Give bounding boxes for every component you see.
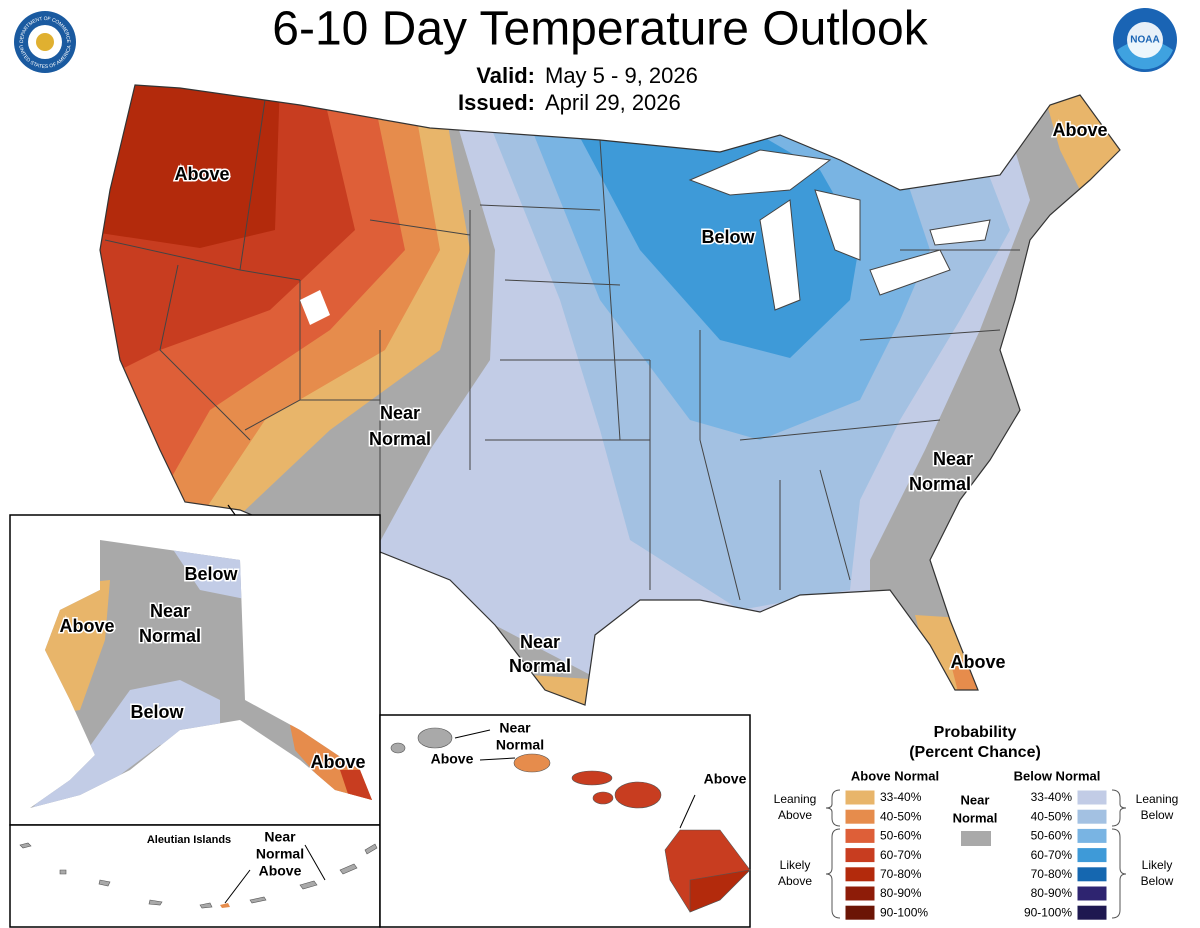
above-swatch [844,827,876,844]
below-range: 33-40% [1031,790,1073,804]
map-label: Above [59,616,114,636]
aleutian-inset [9,824,381,928]
island [571,770,613,786]
below-swatch [1076,847,1108,864]
map-label: Normal [909,474,971,494]
below-south [30,680,220,808]
above-range: 33-40% [880,790,922,804]
map-label: Near [150,601,190,621]
below-swatch [1076,789,1108,806]
bracket-label: Likely [780,858,811,872]
legend-title: (Percent Chance) [909,744,1041,761]
above-swatch [844,808,876,825]
valid-date: May 5 - 9, 2026 [545,63,698,88]
above-range: 40-50% [880,809,922,823]
map-label: Normal [139,626,201,646]
map-label: Below [184,564,238,584]
state-lines [104,99,1020,601]
callout-line [454,729,696,829]
bracket-label: Above [778,808,812,822]
below-swatch [1076,808,1108,825]
issued-label: Issued: [458,90,535,115]
map-label: Below [701,227,755,247]
above-swatch [844,789,876,806]
map-label: Near [520,632,560,652]
map-label: Above [259,863,302,879]
near-label: Near [961,792,990,807]
bracket-label: Below [1141,874,1174,888]
bracket-label: Leaning [1136,792,1179,806]
callout-line [224,844,326,904]
bracket-label: Above [778,874,812,888]
map-label: Normal [369,429,431,449]
noaa-text: NOAA [1130,35,1159,46]
map-label: Normal [496,737,544,753]
island [614,781,662,809]
below-swatch [1076,904,1108,921]
near-swatch [961,831,991,846]
aleutian-above [220,903,230,908]
map-label: Above [310,752,365,772]
alaska-labels: Below Near Normal Above Below Above [58,562,367,773]
map-label: Normal [256,846,304,862]
near-label: Normal [953,810,998,825]
map-label: Below [130,702,184,722]
hawaii-map [390,727,751,913]
big-island-south [689,869,751,913]
below-range: 40-50% [1031,809,1073,823]
below-swatch [1076,827,1108,844]
above-heading: Above Normal [851,768,939,783]
below-range: 50-60% [1031,829,1073,843]
below-range: 60-70% [1031,848,1073,862]
bracket-label: Below [1141,808,1174,822]
legend: Probability (Percent Chance) Above Norma… [774,724,1179,921]
above-swatch [844,885,876,902]
below-northeast [170,545,250,600]
legend-title: Probability [934,724,1017,741]
island [513,753,551,773]
map-label: Near [380,403,420,423]
aleutian-islands [19,842,378,909]
below-range: 70-80% [1031,867,1073,881]
conus-labels: Above Below Above Near Normal Near Norma… [173,118,1109,677]
map-label: Above [950,652,1005,672]
map-label: Normal [509,656,571,676]
map-label: Above [1052,120,1107,140]
great-lakes [688,149,991,311]
above-range: 90-100% [880,905,928,919]
above-range: 60-70% [880,848,922,862]
bracket-label: Leaning [774,792,817,806]
map-label: Near [933,449,973,469]
commerce-seal: DEPARTMENT OF COMMERCE UNITED STATES OF … [14,11,76,73]
issued-date: April 29, 2026 [545,90,681,115]
above-swatch [844,866,876,883]
map-label: Above [431,751,474,767]
above-range: 80-90% [880,886,922,900]
valid-label: Valid: [476,63,535,88]
island [592,791,614,805]
map-label: Above [174,164,229,184]
below-swatch [1076,885,1108,902]
above-range: 50-60% [880,829,922,843]
island [417,727,453,749]
above-70-80 [100,85,280,248]
map-label: Near [499,720,531,736]
below-range: 80-90% [1031,886,1073,900]
above-swatch [844,904,876,921]
above-swatch [844,847,876,864]
brace [825,789,1127,919]
title: 6-10 Day Temperature Outlook [272,3,928,56]
bracket-label: Likely [1142,858,1173,872]
above-range: 70-80% [880,867,922,881]
salt-lake [300,290,330,325]
below-range: 90-100% [1024,905,1072,919]
map-label: Near [264,829,296,845]
map-label: Above [704,771,747,787]
aleutian-title: Aleutian Islands [147,834,231,846]
below-heading: Below Normal [1014,768,1101,783]
noaa-logo: NOAA [1113,8,1177,72]
below-swatch [1076,866,1108,883]
